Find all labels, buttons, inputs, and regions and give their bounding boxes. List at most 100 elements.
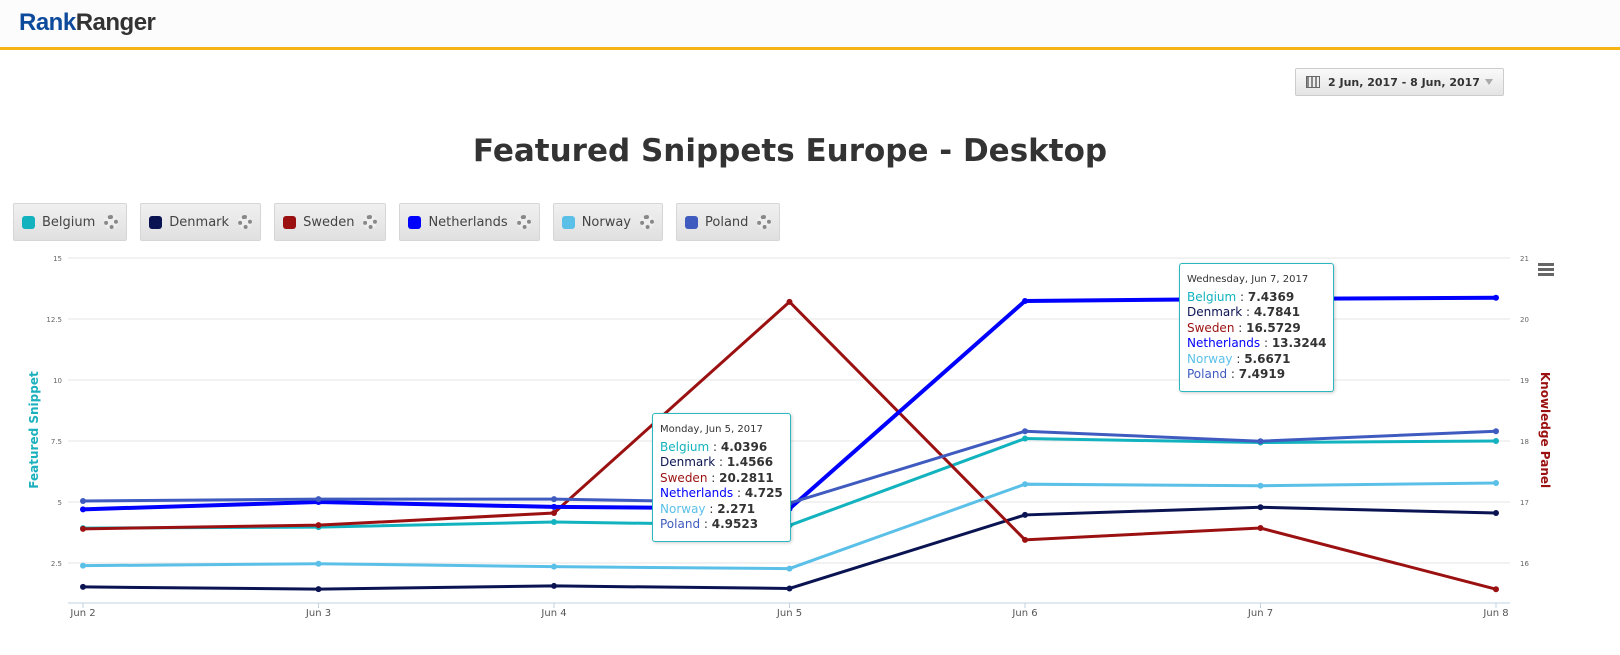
legend-swatch	[22, 215, 35, 229]
data-point-norway	[315, 560, 322, 567]
logo[interactable]: RankRanger	[19, 9, 156, 36]
legend-label: Belgium	[42, 214, 96, 230]
x-tick-label: Jun 2	[69, 608, 95, 619]
y-right-tick-label: 16	[1520, 560, 1529, 568]
legend-label: Poland	[705, 214, 749, 230]
legend-swatch	[149, 215, 163, 229]
legend-item-norway[interactable]: Norway	[552, 203, 664, 241]
tooltip-row: Netherlands : 13.3244	[1187, 336, 1327, 350]
data-point-poland	[1257, 438, 1264, 445]
tooltip-row: Denmark : 4.7841	[1187, 305, 1301, 319]
legend-swatch	[561, 215, 575, 229]
legend: Belgium Denmark Sweden Netherlands Norway Pol…	[13, 203, 781, 241]
data-point-sweden	[1257, 525, 1264, 532]
data-point-denmark	[1022, 511, 1028, 518]
tooltip-row: Sweden : 16.5729	[1187, 320, 1301, 335]
y-right-tick-label: 21	[1520, 255, 1529, 263]
tooltip-row: Denmark : 1.4566	[660, 455, 774, 469]
legend-label: Netherlands	[428, 214, 508, 230]
data-point-sweden	[551, 509, 557, 516]
data-point-norway	[1022, 481, 1028, 488]
y-right-tick-label: 17	[1520, 499, 1529, 507]
data-point-sweden	[80, 525, 86, 532]
tooltip-row: Norway : 5.6671	[1187, 351, 1291, 366]
gear-icon[interactable]	[640, 215, 655, 229]
tooltip-row: Poland : 4.9523	[660, 517, 759, 531]
tooltip-row: Sweden : 20.2811	[660, 470, 774, 485]
data-point-denmark	[1493, 509, 1499, 516]
x-tick-label: Jun 8	[1482, 608, 1508, 619]
y-left-tick-label: 15	[53, 255, 62, 263]
y-right-axis-title: Knowledge Panel	[1538, 372, 1552, 488]
x-tick-label: Jun 5	[776, 608, 802, 619]
data-point-netherlands	[80, 506, 86, 513]
y-right-tick-label: 20	[1520, 316, 1529, 324]
tooltip: Monday, Jun 5, 2017 Belgium : 4.0396 Denma…	[652, 413, 791, 542]
data-point-norway	[1493, 479, 1499, 486]
data-point-sweden	[786, 298, 793, 305]
data-point-belgium	[551, 519, 557, 526]
chart-menu-icon[interactable]	[1538, 263, 1554, 278]
data-point-poland	[1022, 428, 1028, 435]
legend-item-poland[interactable]: Poland	[676, 203, 781, 241]
y-left-tick-label: 7.5	[51, 438, 62, 446]
data-point-sweden	[1022, 536, 1028, 543]
legend-item-netherlands[interactable]: Netherlands	[399, 203, 540, 241]
data-point-sweden	[1493, 586, 1499, 593]
data-point-poland	[315, 496, 322, 503]
y-right-tick-label: 18	[1520, 438, 1529, 446]
dropdown-caret-icon	[1485, 79, 1493, 85]
legend-swatch	[283, 215, 297, 229]
data-point-netherlands	[551, 503, 557, 510]
tooltip-date: Wednesday, Jun 7, 2017	[1187, 274, 1309, 285]
data-point-norway	[551, 563, 557, 570]
data-point-norway	[786, 565, 793, 572]
data-point-sweden	[315, 522, 322, 529]
y-left-tick-label: 12.5	[46, 316, 62, 324]
tooltip-row: Norway : 2.271	[660, 501, 756, 516]
y-right-tick-label: 19	[1520, 377, 1529, 385]
tooltip-date: Monday, Jun 5, 2017	[660, 424, 763, 435]
legend-item-denmark[interactable]: Denmark	[140, 203, 262, 241]
data-point-belgium	[1022, 435, 1028, 442]
gear-icon[interactable]	[516, 215, 531, 229]
data-point-netherlands	[1022, 297, 1028, 304]
legend-label: Norway	[581, 214, 632, 230]
data-point-poland	[1493, 428, 1499, 435]
data-point-denmark	[80, 583, 86, 590]
data-point-belgium	[1493, 438, 1499, 444]
gear-icon[interactable]	[757, 215, 772, 229]
data-point-netherlands	[1493, 294, 1499, 301]
gear-icon[interactable]	[363, 215, 378, 229]
date-range-label: 2 Jun, 2017 - 8 Jun, 2017	[1328, 75, 1480, 89]
header: RankRanger	[0, 0, 1620, 50]
data-point-norway	[80, 562, 86, 569]
legend-label: Sweden	[303, 214, 355, 230]
data-point-poland	[80, 498, 86, 505]
legend-item-belgium[interactable]: Belgium	[13, 203, 128, 241]
gear-icon[interactable]	[104, 215, 119, 229]
tooltip-row: Poland : 7.4919	[1187, 367, 1286, 381]
chart-title: Featured Snippets Europe - Desktop	[472, 133, 1108, 169]
date-range-picker[interactable]: 2 Jun, 2017 - 8 Jun, 2017	[1295, 68, 1504, 96]
legend-label: Denmark	[169, 214, 230, 230]
calendar-icon	[1306, 76, 1320, 88]
data-point-denmark	[315, 586, 322, 593]
x-tick-label: Jun 3	[305, 608, 331, 619]
data-point-denmark	[551, 582, 557, 589]
gear-icon[interactable]	[238, 215, 253, 229]
y-left-axis-title: Featured Snippet	[27, 371, 41, 489]
x-tick-label: Jun 4	[540, 608, 566, 619]
y-left-tick-label: 2.5	[51, 560, 62, 568]
y-left-tick-label: 5	[58, 499, 62, 507]
x-tick-label: Jun 7	[1247, 608, 1273, 619]
data-point-denmark	[1257, 504, 1264, 511]
data-point-poland	[551, 496, 557, 503]
legend-item-sweden[interactable]: Sweden	[274, 203, 387, 241]
y-left-tick-label: 10	[53, 377, 62, 385]
legend-swatch	[408, 215, 422, 229]
legend-swatch	[685, 215, 699, 229]
tooltip-row: Belgium : 4.0396	[660, 439, 768, 454]
x-tick-label: Jun 6	[1011, 608, 1037, 619]
